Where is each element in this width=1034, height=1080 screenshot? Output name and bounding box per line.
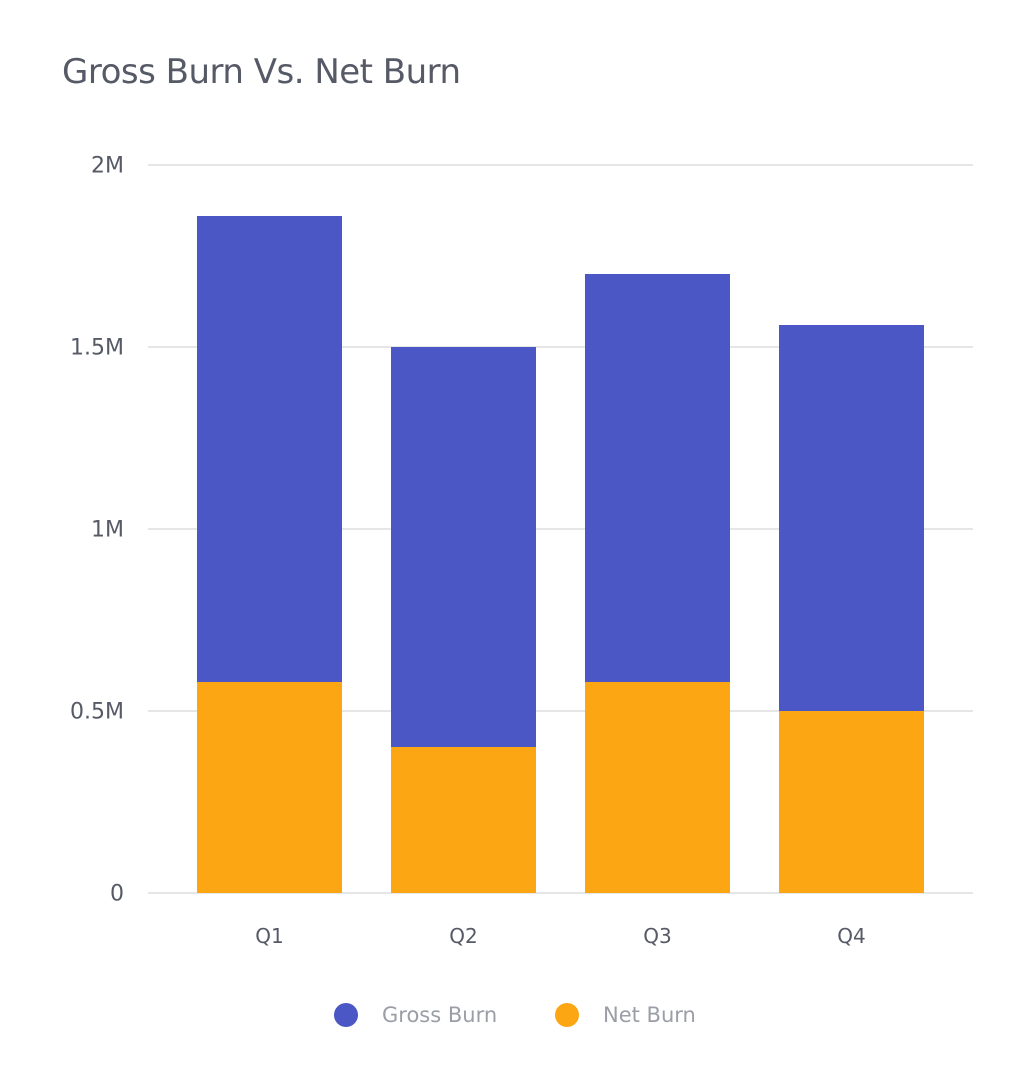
legend-dot-icon (555, 1003, 579, 1027)
bar-gross-burn-q2[interactable] (391, 347, 536, 748)
chart-title: Gross Burn Vs. Net Burn (62, 52, 461, 92)
y-tick-label: 2M (91, 153, 124, 179)
legend-item-net-burn[interactable]: Net Burn (555, 1003, 696, 1027)
x-tick-label: Q3 (643, 924, 672, 948)
legend-label: Net Burn (603, 1003, 696, 1027)
bar-net-burn-q2[interactable] (391, 747, 536, 893)
gridline (148, 710, 973, 712)
bar-net-burn-q1[interactable] (197, 681, 342, 893)
x-tick-label: Q2 (449, 924, 478, 948)
y-tick-label: 1M (91, 517, 124, 543)
bar-net-burn-q3[interactable] (585, 681, 730, 893)
gridline (148, 164, 973, 166)
x-tick-label: Q4 (837, 924, 866, 948)
y-tick-label: 0.5M (70, 699, 124, 725)
legend-label: Gross Burn (382, 1003, 498, 1027)
bar-gross-burn-q3[interactable] (585, 274, 730, 682)
bar-gross-burn-q1[interactable] (197, 215, 342, 682)
bar-net-burn-q4[interactable] (779, 711, 924, 893)
gridline (148, 346, 973, 348)
bar-gross-burn-q4[interactable] (779, 325, 924, 711)
y-tick-label: 0 (110, 881, 124, 907)
gridline (148, 892, 973, 894)
legend-item-gross-burn[interactable]: Gross Burn (334, 1003, 497, 1027)
legend: Gross Burn Net Burn (0, 1003, 1034, 1033)
legend-dot-icon (334, 1003, 358, 1027)
y-tick-label: 1.5M (70, 335, 124, 361)
x-tick-label: Q1 (255, 924, 284, 948)
gridline (148, 528, 973, 530)
